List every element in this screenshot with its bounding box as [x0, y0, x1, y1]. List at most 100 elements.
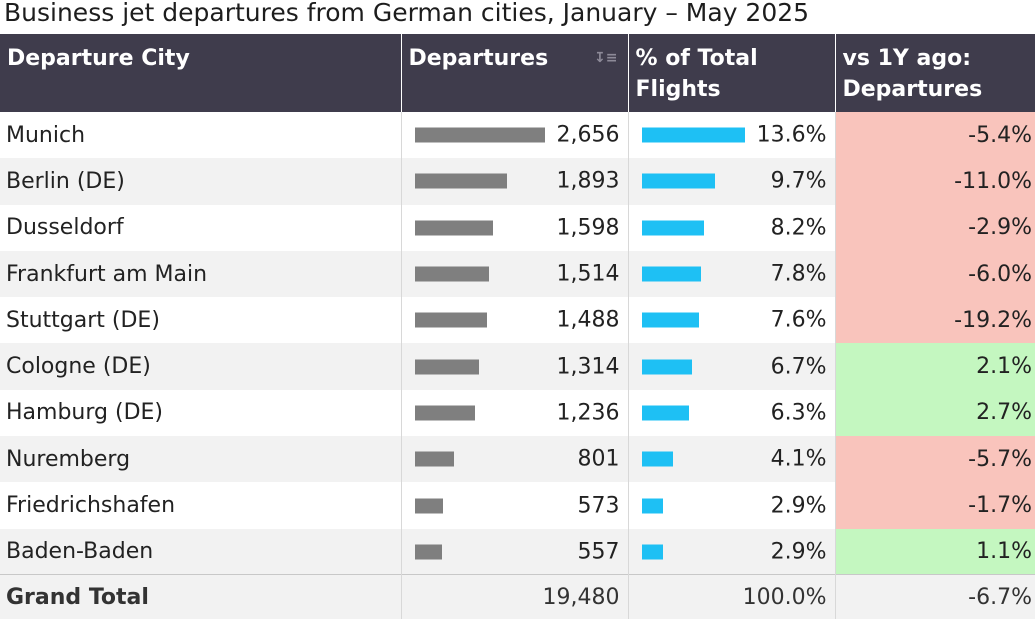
pct-bar [641, 405, 690, 421]
table-row[interactable]: Berlin (DE) 1,893 9.7% -11.0% [0, 158, 1035, 205]
pct-value: 13.6% [756, 122, 827, 148]
pct-bar [641, 266, 701, 282]
departures-cell: 1,514 [401, 250, 629, 298]
departures-value: 1,314 [556, 354, 620, 380]
departures-bar [414, 544, 442, 560]
city-cell: Cologne (DE) [0, 343, 402, 390]
departures-cell: 557 [401, 528, 629, 575]
city-cell: Dusseldorf [0, 204, 402, 251]
departures-cell: 801 [401, 436, 629, 483]
pct-bar [641, 312, 700, 328]
pct-bar [641, 544, 664, 560]
table-row[interactable]: Friedrichshafen 573 2.9% -1.7% [0, 482, 1035, 529]
departures-value: 801 [577, 446, 620, 472]
pct-value: 9.7% [770, 168, 827, 194]
departures-bar [414, 359, 479, 375]
pct-cell: 9.7% [628, 158, 836, 205]
pct-value: 2.9% [770, 539, 827, 565]
change-cell: -1.7% [835, 482, 1035, 529]
change-cell: -11.0% [835, 158, 1035, 205]
table-row[interactable]: Frankfurt am Main 1,514 7.8% -6.0% [0, 250, 1035, 298]
table-row[interactable]: Munich 2,656 13.6% -5.4% [0, 112, 1035, 159]
pct-bar [641, 127, 745, 143]
header-pct-total-flights[interactable]: % of Total Flights [628, 34, 836, 112]
departures-bar [414, 451, 454, 467]
departures-cell: 1,236 [401, 389, 629, 437]
sort-descending-icon[interactable]: ↧≡ [594, 50, 618, 66]
table-row[interactable]: Baden-Baden 557 2.9% 1.1% [0, 528, 1035, 575]
city-cell: Nuremberg [0, 436, 402, 483]
header-row: Departure City Departures ↧≡ % of Total … [0, 34, 1035, 112]
departures-value: 557 [577, 539, 620, 565]
departures-bar [414, 220, 493, 236]
city-cell: Baden-Baden [0, 528, 402, 575]
pct-cell: 7.8% [628, 250, 836, 298]
pct-cell: 4.1% [628, 436, 836, 483]
pct-value: 4.1% [770, 446, 827, 472]
pct-value: 8.2% [770, 215, 827, 241]
departures-cell: 1,893 [401, 158, 629, 205]
departures-cell: 1,598 [401, 204, 629, 251]
change-cell: -5.7% [835, 436, 1035, 483]
pct-value: 6.7% [770, 354, 827, 380]
city-cell: Hamburg (DE) [0, 389, 402, 437]
departures-value: 573 [577, 493, 620, 519]
pct-cell: 2.9% [628, 482, 836, 529]
change-cell: -2.9% [835, 204, 1035, 251]
header-departure-city[interactable]: Departure City [0, 34, 402, 112]
city-cell: Frankfurt am Main [0, 250, 402, 298]
departures-value: 1,488 [556, 307, 620, 333]
departures-value: 1,236 [556, 400, 620, 426]
grand-total-pct: 100.0% [628, 574, 836, 619]
departures-cell: 1,488 [401, 297, 629, 344]
change-cell: 2.1% [835, 343, 1035, 390]
departures-bar [414, 312, 488, 328]
header-departures[interactable]: Departures ↧≡ [401, 34, 629, 112]
departures-value: 2,656 [556, 122, 620, 148]
pct-cell: 8.2% [628, 204, 836, 251]
departures-table: Departure City Departures ↧≡ % of Total … [0, 34, 1035, 619]
city-cell: Stuttgart (DE) [0, 297, 402, 344]
pct-value: 7.6% [770, 307, 827, 333]
pct-bar [641, 359, 693, 375]
table-row[interactable]: Cologne (DE) 1,314 6.7% 2.1% [0, 343, 1035, 390]
departures-cell: 573 [401, 482, 629, 529]
departures-cell: 1,314 [401, 343, 629, 390]
pct-bar [641, 220, 704, 236]
change-cell: -19.2% [835, 297, 1035, 344]
header-vs-1y-ago[interactable]: vs 1Y ago: Departures [835, 34, 1035, 112]
city-cell: Berlin (DE) [0, 158, 402, 205]
pct-value: 2.9% [770, 493, 827, 519]
grand-total-label: Grand Total [0, 574, 402, 619]
departures-value: 1,893 [556, 168, 620, 194]
table-row[interactable]: Dusseldorf 1,598 8.2% -2.9% [0, 204, 1035, 251]
table-body: Munich 2,656 13.6% -5.4% Berlin (DE) 1,893 9.7… [0, 112, 1035, 575]
pct-bar [641, 498, 664, 514]
pct-cell: 13.6% [628, 112, 836, 159]
change-cell: -5.4% [835, 112, 1035, 159]
departures-bar [414, 173, 508, 189]
departures-cell: 2,656 [401, 112, 629, 159]
table-row[interactable]: Nuremberg 801 4.1% -5.7% [0, 436, 1035, 483]
grand-total-change: -6.7% [835, 574, 1035, 619]
header-departures-label: Departures [408, 46, 549, 71]
departures-bar [414, 266, 489, 282]
pct-value: 6.3% [770, 400, 827, 426]
departures-bar [414, 498, 443, 514]
departures-bar [414, 127, 545, 143]
city-cell: Friedrichshafen [0, 482, 402, 529]
pct-bar [641, 173, 715, 189]
pct-cell: 6.7% [628, 343, 836, 390]
grand-total-row: Grand Total 19,480 100.0% -6.7% [0, 574, 1035, 619]
pct-cell: 7.6% [628, 297, 836, 344]
change-cell: -6.0% [835, 250, 1035, 298]
departures-bar [414, 405, 475, 421]
departures-value: 1,598 [556, 215, 620, 241]
pct-cell: 2.9% [628, 528, 836, 575]
table-row[interactable]: Hamburg (DE) 1,236 6.3% 2.7% [0, 389, 1035, 437]
table-row[interactable]: Stuttgart (DE) 1,488 7.6% -19.2% [0, 297, 1035, 344]
pct-bar [641, 451, 673, 467]
city-cell: Munich [0, 112, 402, 159]
chart-title: Business jet departures from German citi… [4, 0, 810, 27]
change-cell: 1.1% [835, 528, 1035, 575]
